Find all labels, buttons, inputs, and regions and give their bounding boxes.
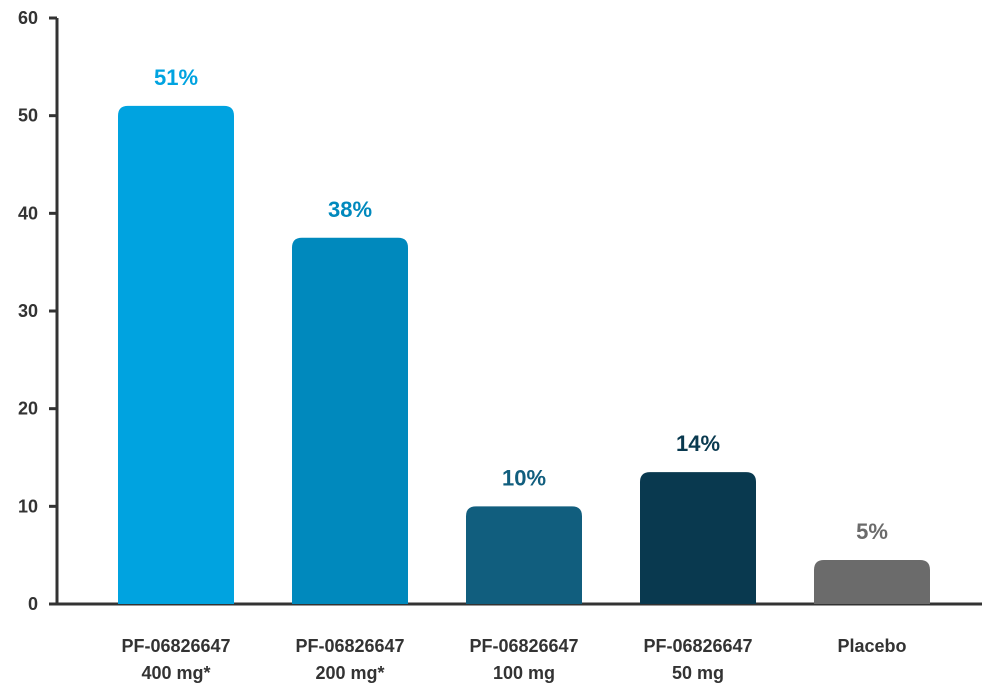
bar-value-label: 14% [676, 431, 720, 456]
bar-value-label: 51% [154, 65, 198, 90]
bar-2 [466, 506, 582, 604]
category-label: 200 mg* [315, 663, 384, 683]
y-tick-label: 50 [18, 106, 38, 126]
category-label: 100 mg [493, 663, 555, 683]
bars [118, 106, 930, 604]
value-labels: 51% 38% 10% 14% 5% [154, 65, 888, 544]
category-label: PF-06826647 [469, 636, 578, 656]
y-tick-label: 10 [18, 496, 38, 516]
y-tick-label: 60 [18, 8, 38, 28]
category-label: PF-06826647 [643, 636, 752, 656]
bar-value-label: 5% [856, 519, 888, 544]
bar-0 [118, 106, 234, 604]
y-tick-label: 0 [28, 594, 38, 614]
bar-3 [640, 472, 756, 604]
y-tick-label: 40 [18, 203, 38, 223]
bar-4 [814, 560, 930, 604]
category-label: Placebo [837, 636, 906, 656]
category-label: PF-06826647 [295, 636, 404, 656]
category-label: 50 mg [672, 663, 724, 683]
category-label: PF-06826647 [121, 636, 230, 656]
bar-1 [292, 238, 408, 604]
y-tick-label: 20 [18, 399, 38, 419]
y-axis-ticks: 0 10 20 30 40 50 60 [18, 8, 57, 614]
bar-value-label: 38% [328, 197, 372, 222]
y-tick-label: 30 [18, 301, 38, 321]
category-labels: PF-06826647 400 mg* PF-06826647 200 mg* PF-0… [121, 636, 906, 683]
category-label: 400 mg* [141, 663, 210, 683]
bar-value-label: 10% [502, 465, 546, 490]
